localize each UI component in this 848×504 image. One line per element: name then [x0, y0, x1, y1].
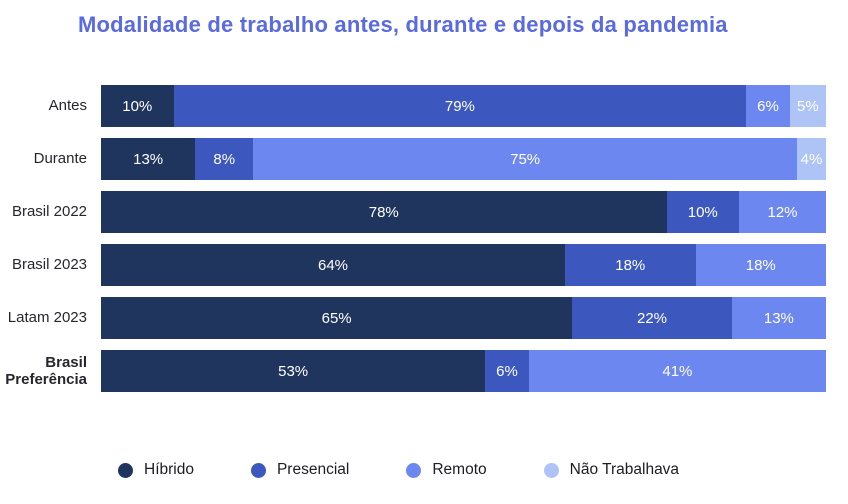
bar-track: 64% 18% 18%: [101, 244, 826, 286]
bar-segment-hibrido: 64%: [101, 244, 565, 286]
bar-segment-presencial: 22%: [572, 297, 732, 339]
legend-dot-icon: [118, 462, 133, 478]
bar-value-label: 6%: [757, 97, 779, 115]
bar-value-label: 53%: [278, 362, 309, 380]
category-label: Brasil 2023: [11, 256, 87, 274]
bar-value-label: 13%: [133, 150, 164, 168]
bar-track: 10% 79% 6% 5%: [101, 85, 826, 127]
bar-value-label: 6%: [496, 362, 518, 380]
bar-segment-nao-trabalhava: 4%: [797, 138, 826, 180]
category-label: Antes: [48, 97, 87, 115]
bar-value-label: 64%: [317, 256, 349, 274]
bar-value-label: 10%: [687, 203, 718, 221]
bar-value-label: 41%: [662, 362, 693, 380]
bar-value-label: 22%: [636, 309, 668, 327]
bar-segment-remoto: 6%: [746, 85, 790, 127]
category-label: Durante: [33, 150, 87, 168]
bar-segment-hibrido: 65%: [101, 297, 573, 339]
bar-value-label: 13%: [763, 309, 794, 327]
bar-segment-presencial: 10%: [666, 191, 739, 233]
chart-row-brasil-preferencia: Brasil Preferência 53% 6% 41%: [0, 350, 840, 392]
chart-rows: Antes 10% 79% 6% 5% Durante 13% 8% 75% 4% Brasil 2…: [0, 85, 840, 392]
bar-value-label: 18%: [615, 256, 646, 274]
category-label: Latam 2023: [7, 309, 87, 327]
bar-segment-nao-trabalhava: 5%: [789, 85, 826, 127]
chart-row-antes: Antes 10% 79% 6% 5%: [0, 85, 840, 127]
bar-value-label: 8%: [213, 150, 236, 168]
bar-value-label: 12%: [767, 203, 798, 221]
bar-value-label: 78%: [368, 203, 399, 221]
bar-value-label: 75%: [510, 150, 541, 168]
legend-label: Híbrido: [144, 461, 194, 478]
legend-item-remoto: Remoto: [406, 461, 487, 479]
bar-segment-hibrido: 53%: [101, 350, 486, 392]
legend-item-presencial: Presencial: [250, 461, 350, 479]
bar-value-label: 18%: [745, 256, 776, 274]
legend-dot-icon: [250, 462, 266, 478]
legend-dot-icon: [406, 462, 422, 478]
bar-segment-remoto: 75%: [253, 138, 797, 180]
legend-dot-icon: [543, 462, 559, 478]
legend-label: Presencial: [276, 461, 350, 478]
bar-track: 78% 10% 12%: [101, 191, 826, 233]
category-label: Brasil Preferência: [5, 353, 87, 388]
bar-segment-remoto: 18%: [695, 244, 826, 286]
chart-row-durante: Durante 13% 8% 75% 4%: [0, 138, 840, 180]
bar-value-label: 65%: [321, 309, 352, 327]
bar-segment-presencial: 18%: [565, 244, 696, 286]
chart-legend: Híbrido Presencial Remoto Não Trabalhava: [118, 461, 679, 479]
bar-track: 65% 22% 13%: [101, 297, 826, 339]
legend-item-hibrido: Híbrido: [118, 461, 194, 479]
bar-segment-presencial: 8%: [195, 138, 254, 180]
bar-value-label: 10%: [122, 97, 153, 115]
bar-segment-hibrido: 10%: [101, 85, 174, 127]
chart-title: Modalidade de trabalho antes, durante e …: [78, 12, 728, 37]
bar-track: 13% 8% 75% 4%: [101, 138, 826, 180]
bar-segment-presencial: 6%: [485, 350, 529, 392]
bar-value-label: 79%: [444, 97, 475, 115]
legend-label: Não Trabalhava: [569, 461, 680, 478]
legend-label: Remoto: [432, 461, 487, 478]
bar-segment-remoto: 13%: [731, 297, 826, 339]
chart-row-latam-2023: Latam 2023 65% 22% 13%: [0, 297, 840, 339]
bar-value-label: 5%: [797, 97, 819, 115]
legend-item-nao-trabalhava: Não Trabalhava: [543, 461, 680, 479]
chart-row-brasil-2022: Brasil 2022 78% 10% 12%: [0, 191, 840, 233]
bar-segment-remoto: 41%: [528, 350, 826, 392]
bar-segment-hibrido: 78%: [101, 191, 667, 233]
bar-segment-presencial: 79%: [173, 85, 747, 127]
bar-segment-remoto: 12%: [739, 191, 826, 233]
bar-segment-hibrido: 13%: [101, 138, 196, 180]
chart-row-brasil-2023: Brasil 2023 64% 18% 18%: [0, 244, 840, 286]
category-label: Brasil 2022: [11, 203, 87, 221]
bar-value-label: 4%: [800, 150, 823, 168]
bar-track: 53% 6% 41%: [101, 350, 826, 392]
